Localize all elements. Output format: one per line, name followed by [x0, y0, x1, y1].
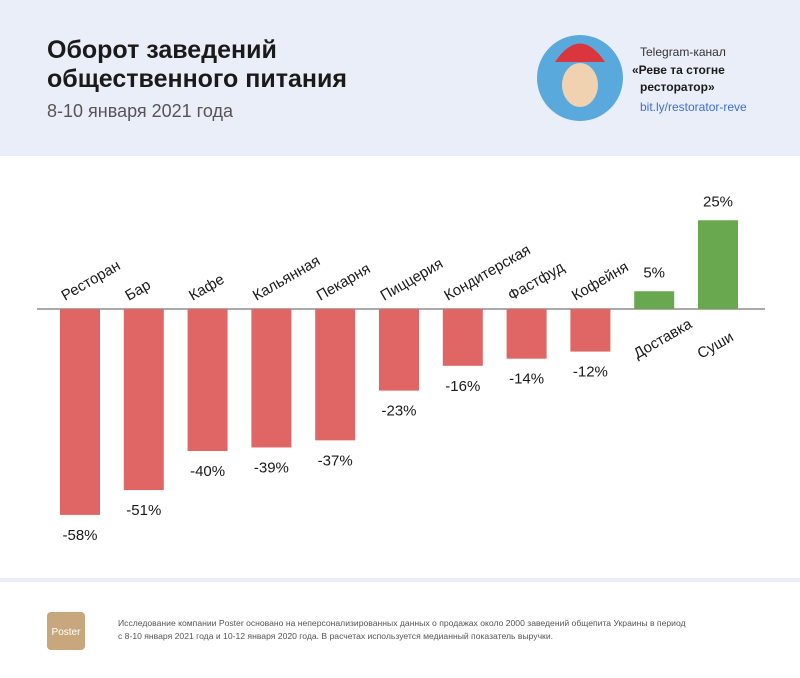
bar	[187, 309, 228, 451]
note: с 8-10 января 2021 года и 10-12 января 2…	[118, 631, 553, 641]
bar	[506, 309, 547, 359]
channel-link[interactable]: bit.ly/restorator-reve	[640, 100, 747, 114]
avatar-hat	[555, 43, 605, 62]
bar	[315, 309, 356, 441]
bar	[123, 309, 164, 491]
bar	[251, 309, 292, 448]
bar	[379, 309, 419, 391]
logo-box	[47, 612, 85, 650]
value-label: -23%	[381, 403, 416, 420]
channel-name: «Реве та стогне	[632, 63, 725, 77]
value-label: -51%	[126, 502, 161, 519]
channel-label: Telegram-канал	[640, 45, 726, 59]
subtitle: 8-10 января 2021 года	[47, 101, 234, 121]
title: общественного питания	[47, 65, 347, 93]
bar	[570, 309, 611, 352]
header-band	[0, 0, 800, 156]
value-label: -39%	[254, 459, 289, 476]
value-label: -14%	[509, 371, 544, 388]
bar	[442, 309, 483, 366]
value-label: -58%	[62, 527, 97, 544]
value-label: -37%	[318, 452, 353, 469]
value-label: -40%	[190, 463, 225, 480]
value-label: -12%	[573, 364, 608, 381]
avatar-face	[562, 63, 598, 107]
logo: Poster	[52, 627, 82, 638]
title: Оборот заведений	[47, 36, 277, 64]
bar	[60, 309, 100, 515]
value-label: -16%	[445, 378, 480, 395]
value-label: 5%	[643, 264, 665, 281]
channel-name: ресторатор»	[640, 80, 715, 94]
bar	[634, 291, 675, 309]
bar	[698, 220, 738, 309]
footer-divider	[0, 578, 800, 582]
value-label: 25%	[703, 193, 733, 210]
note: Исследование компании Poster основано на…	[118, 618, 686, 628]
